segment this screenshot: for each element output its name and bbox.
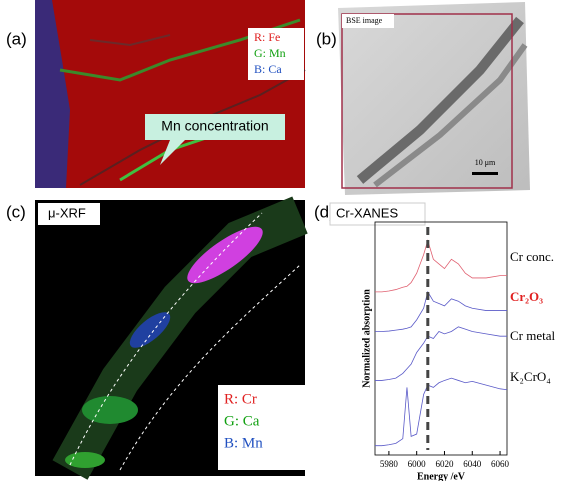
- series-label: K₂CrO₄: [510, 369, 551, 384]
- legend-item: G: Mn: [254, 46, 286, 60]
- chart: 5980 6000 6020 6040 6060 Energy /eV Normalized…: [361, 222, 555, 481]
- legend-item: B: Ca: [254, 62, 282, 76]
- figure: (a) R: Fe G: Mn B: Ca Mn concentration (…: [0, 0, 564, 481]
- panel-label: (a): [6, 29, 27, 48]
- x-tick-label: 5980: [380, 459, 399, 469]
- image-label: μ-XRF: [48, 205, 86, 220]
- panel-label: (c): [6, 202, 26, 221]
- spectrum: [375, 378, 507, 446]
- panel-label: (b): [316, 29, 337, 48]
- spectrum: [375, 327, 507, 381]
- scale-bar: 10 μm: [475, 158, 496, 167]
- x-tick-label: 6020: [435, 459, 454, 469]
- x-tick-label: 6040: [463, 459, 482, 469]
- panel-b-image: [338, 2, 530, 195]
- legend-item: R: Cr: [224, 391, 257, 407]
- callout: Mn concentration: [161, 118, 268, 134]
- plot-frame: [375, 222, 507, 455]
- image-label: Cr-XANES: [336, 205, 398, 220]
- panel-c-image: [35, 200, 305, 476]
- x-tick-label: 6060: [491, 459, 510, 469]
- x-axis-label: Energy /eV: [417, 471, 466, 481]
- series-label: Cr metal: [510, 328, 556, 343]
- legend-item: B: Mn: [224, 435, 263, 451]
- legend-item: G: Ca: [224, 413, 260, 429]
- spectrum: [375, 292, 507, 332]
- y-axis-label: Normalized absorption: [361, 289, 372, 388]
- image-label: BSE image: [346, 16, 383, 25]
- legend-item: R: Fe: [254, 30, 280, 44]
- x-tick-label: 6000: [408, 459, 427, 469]
- series-label: Cr₂O₃: [510, 289, 543, 304]
- series-label: Cr conc.: [510, 249, 554, 264]
- spectrum: [375, 241, 507, 292]
